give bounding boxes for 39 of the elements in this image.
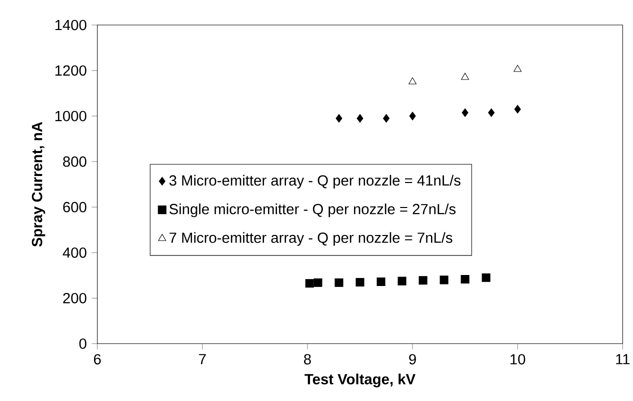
point bbox=[418, 276, 428, 285]
point bbox=[514, 104, 521, 114]
point bbox=[305, 279, 314, 288]
legend-label: 7 Micro-emitter array - Q per nozzle = 7nL/s bbox=[170, 232, 452, 246]
point bbox=[334, 278, 344, 287]
x-tick-label: 11 bbox=[616, 354, 630, 364]
y-tick-label: 1400 bbox=[55, 20, 86, 30]
point bbox=[398, 276, 406, 286]
legend-label: Single micro-emitter - Q per nozzle = 27nL/s bbox=[169, 204, 456, 218]
point bbox=[460, 274, 470, 284]
point bbox=[488, 108, 495, 117]
point bbox=[382, 114, 390, 123]
legend-label: 3 Micro-emitter array - Q per nozzle = 41nL/s bbox=[169, 174, 460, 189]
x-tick-label: 7 bbox=[199, 354, 206, 364]
point bbox=[514, 64, 522, 72]
y-tick-label: 800 bbox=[63, 156, 86, 167]
x-axis-title: Test Voltage, kV bbox=[304, 374, 416, 388]
y-tick-label: 200 bbox=[63, 292, 86, 304]
point bbox=[376, 277, 386, 286]
point bbox=[408, 77, 416, 84]
point bbox=[461, 72, 470, 80]
x-tick-label: 8 bbox=[304, 354, 311, 364]
point bbox=[314, 278, 322, 287]
y-tick-label: 1000 bbox=[55, 110, 86, 122]
x-tick-label: 9 bbox=[409, 354, 416, 364]
x-tick-label: 6 bbox=[94, 354, 101, 364]
point bbox=[336, 114, 342, 123]
point bbox=[356, 278, 364, 286]
point bbox=[409, 112, 416, 120]
point bbox=[356, 114, 364, 123]
point bbox=[462, 108, 468, 117]
x-tick-label: 10 bbox=[510, 354, 526, 364]
y-tick-label: 1200 bbox=[55, 65, 86, 76]
y-tick-label: 400 bbox=[62, 247, 86, 258]
y-axis-title: Spray Current, nA bbox=[32, 122, 46, 247]
y-tick-label: 600 bbox=[63, 202, 86, 212]
point bbox=[440, 276, 448, 284]
point bbox=[482, 273, 490, 282]
y-tick-label: 0 bbox=[79, 338, 86, 349]
